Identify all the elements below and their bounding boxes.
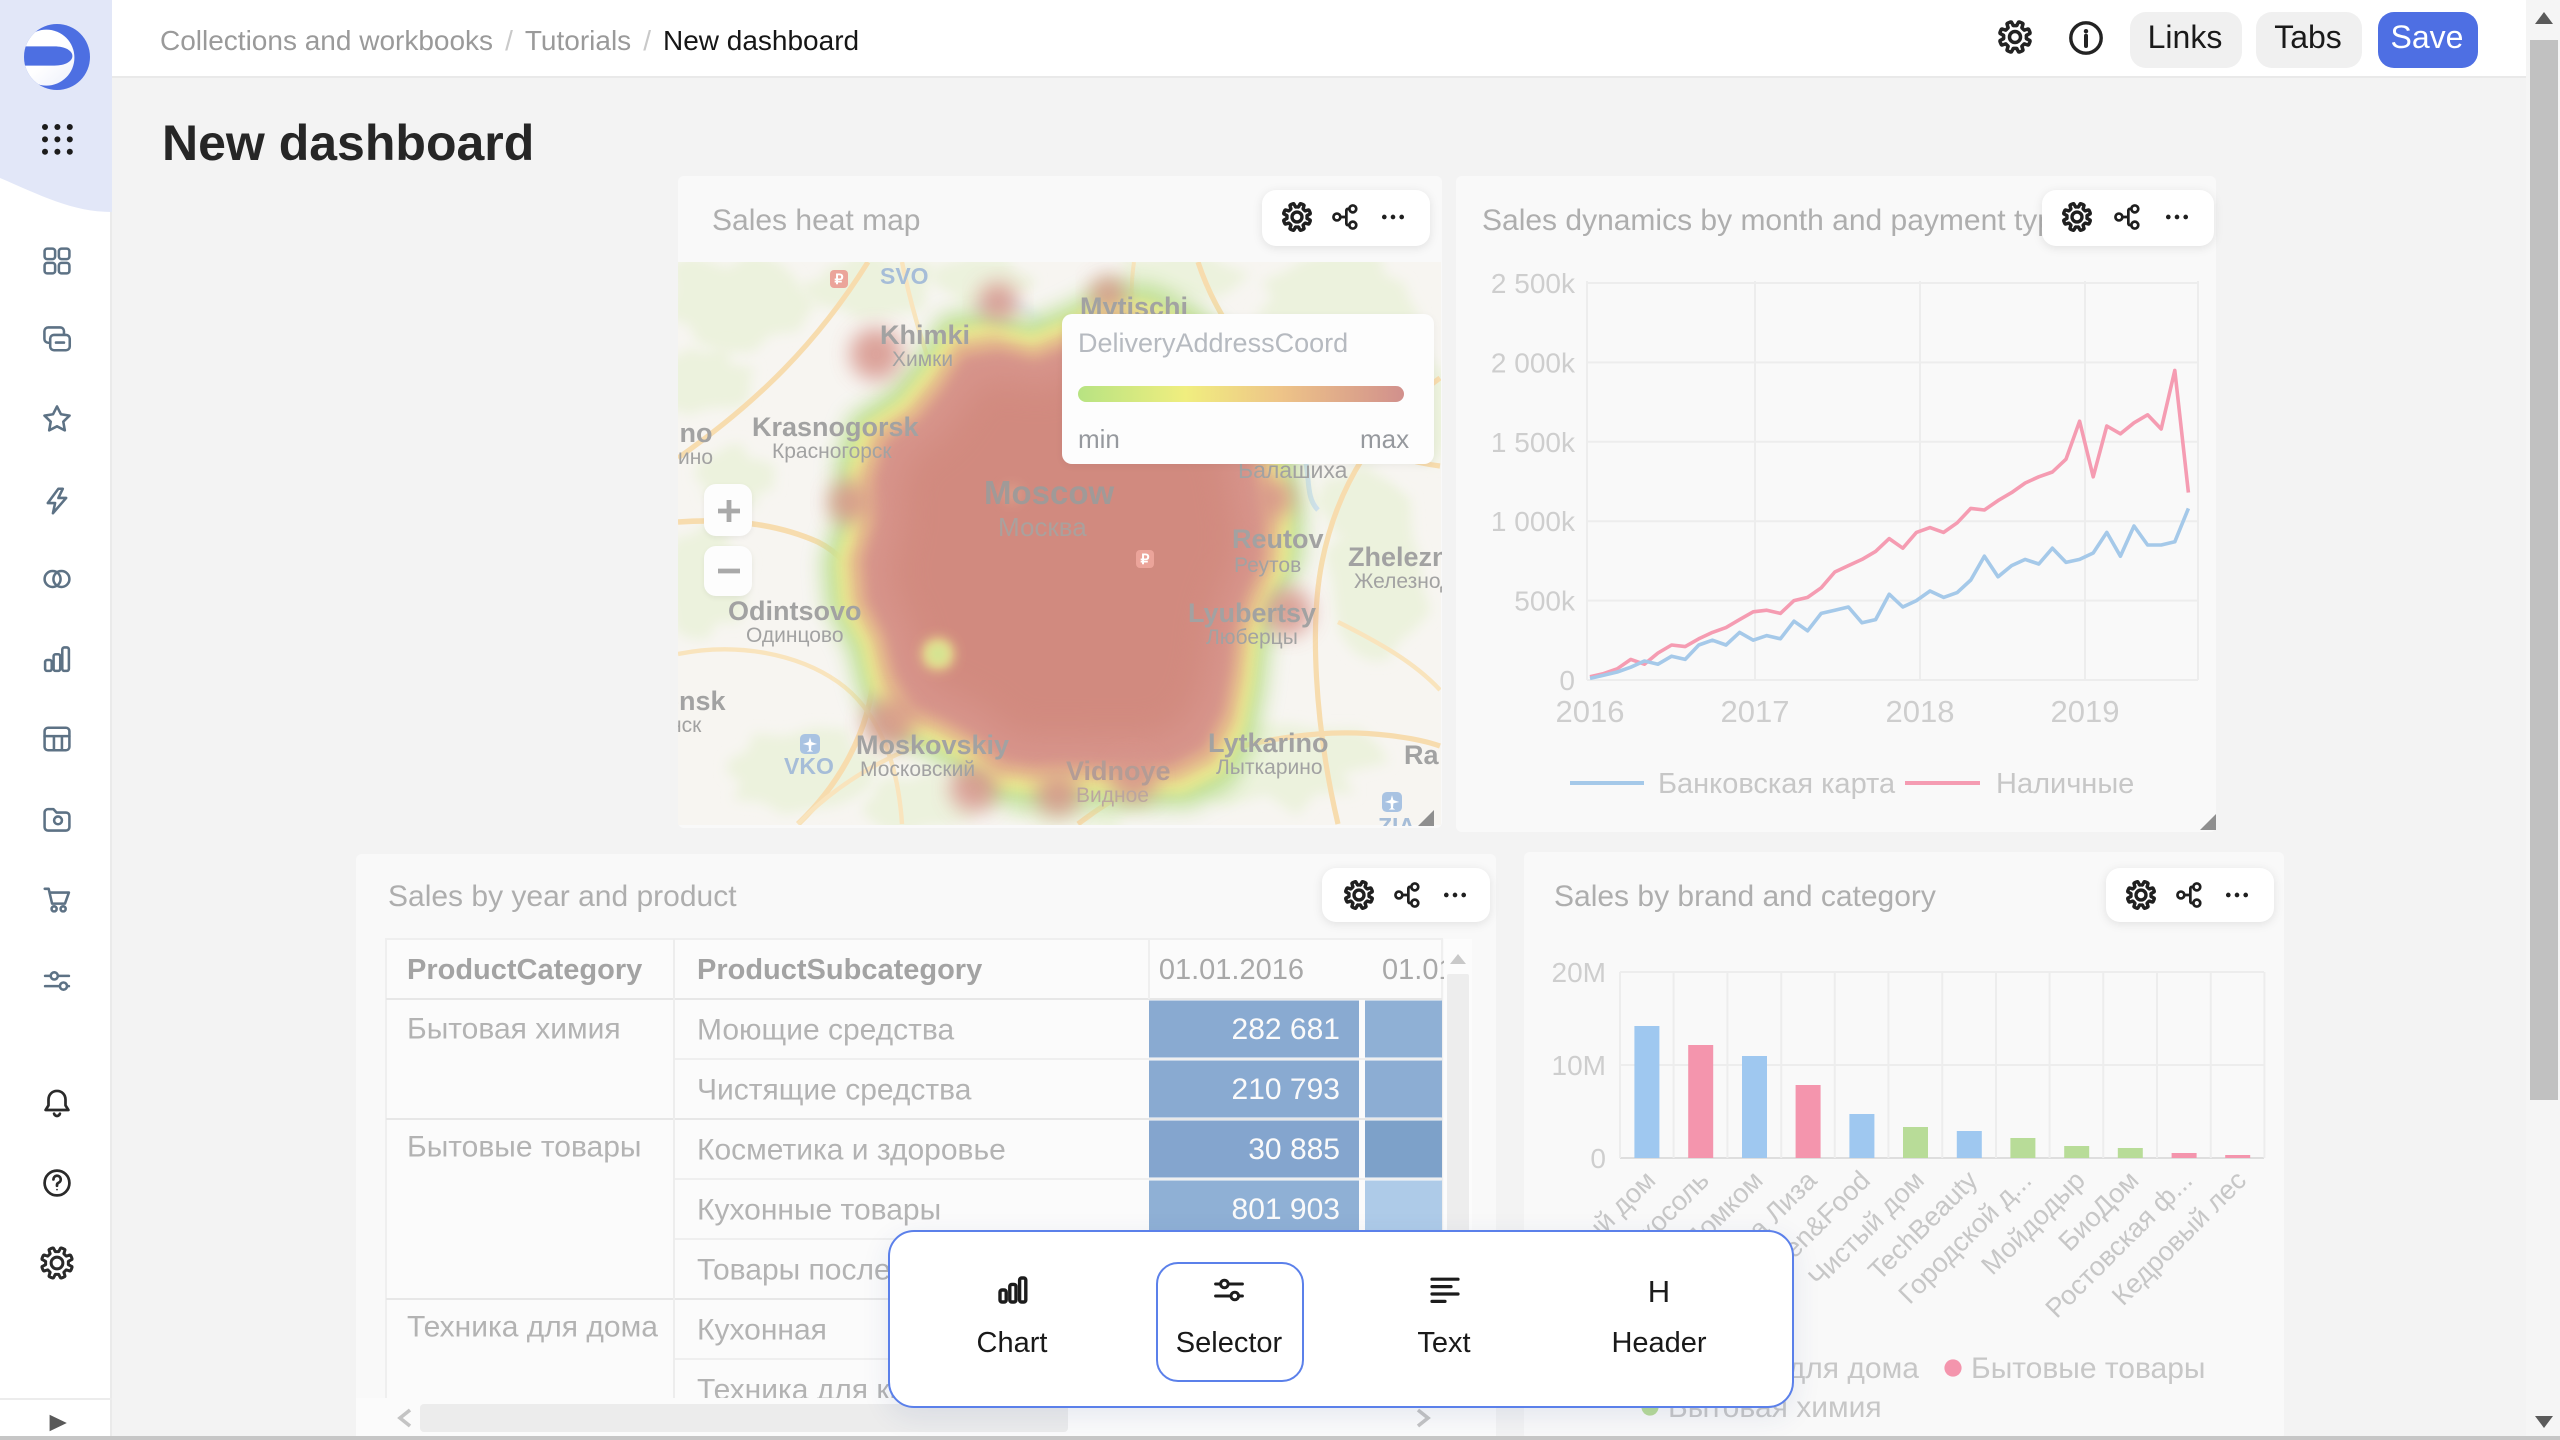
svg-text:Чистящие средства: Чистящие средства bbox=[697, 1073, 972, 1106]
svg-text:01.01: 01.01 bbox=[1382, 954, 1455, 986]
svg-text:₽: ₽ bbox=[835, 271, 844, 287]
svg-text:ProductSubcategory: ProductSubcategory bbox=[697, 954, 982, 986]
svg-text:2017: 2017 bbox=[1721, 694, 1790, 729]
svg-text:20M: 20M bbox=[1551, 957, 1605, 988]
svg-text:01.01.2016: 01.01.2016 bbox=[1159, 954, 1304, 986]
svg-text:2 500k: 2 500k bbox=[1491, 268, 1576, 299]
svg-text:Косметика и здоровье: Косметика и здоровье bbox=[697, 1133, 1006, 1166]
svg-text:1 500k: 1 500k bbox=[1491, 427, 1576, 458]
svg-text:Бытовые товары: Бытовые товары bbox=[407, 1130, 641, 1163]
svg-text:2018: 2018 bbox=[1886, 694, 1955, 729]
svg-text:ProductCategory: ProductCategory bbox=[407, 954, 642, 986]
svg-text:Банковская карта: Банковская карта bbox=[1658, 768, 1896, 800]
svg-text:Бытовая химия: Бытовая химия bbox=[407, 1012, 621, 1045]
svg-text:Техника для дома: Техника для дома bbox=[407, 1310, 658, 1343]
svg-text:Наличные: Наличные bbox=[1996, 768, 2134, 800]
svg-text:Бытовые товары: Бытовые товары bbox=[1970, 1352, 2204, 1385]
svg-text:210 793: 210 793 bbox=[1232, 1073, 1340, 1106]
svg-text:₽: ₽ bbox=[1141, 551, 1150, 567]
svg-text:2 000k: 2 000k bbox=[1491, 347, 1576, 378]
svg-text:0: 0 bbox=[1589, 1143, 1605, 1174]
svg-text:500k: 500k bbox=[1514, 586, 1576, 617]
svg-text:0: 0 bbox=[1559, 665, 1575, 696]
svg-text:801 903: 801 903 bbox=[1232, 1193, 1340, 1226]
svg-text:30 885: 30 885 bbox=[1248, 1133, 1340, 1166]
svg-text:2016: 2016 bbox=[1556, 694, 1625, 729]
svg-text:10M: 10M bbox=[1551, 1050, 1605, 1081]
svg-text:Кухонная: Кухонная bbox=[697, 1313, 827, 1346]
svg-text:Кухонные товары: Кухонные товары bbox=[697, 1193, 941, 1226]
svg-text:H: H bbox=[1648, 1276, 1670, 1304]
svg-text:282 681: 282 681 bbox=[1232, 1013, 1340, 1046]
svg-text:Моющие средства: Моющие средства bbox=[697, 1013, 955, 1046]
svg-text:1 000k: 1 000k bbox=[1491, 506, 1576, 537]
svg-text:2019: 2019 bbox=[2051, 694, 2120, 729]
